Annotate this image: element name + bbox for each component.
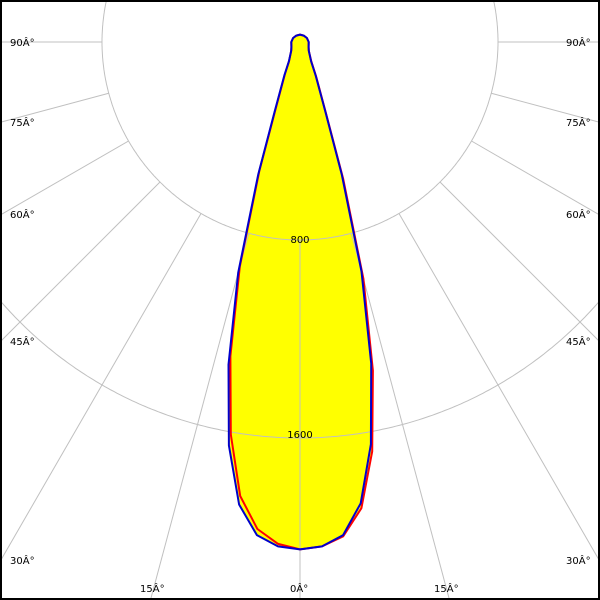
grid-spoke--15 — [150, 233, 250, 600]
angle-label-right-90: 90Â° — [566, 36, 591, 49]
grid-spoke--60 — [0, 140, 129, 216]
angle-label-left-45: 45Â° — [10, 335, 35, 348]
angle-label-right-60: 60Â° — [566, 208, 591, 221]
grid-spoke-45 — [439, 181, 600, 343]
angle-label-left-75: 75Â° — [10, 116, 35, 129]
grid-spoke--45 — [0, 181, 161, 343]
grid-spoke--75 — [0, 92, 109, 123]
angle-label-right-75: 75Â° — [566, 116, 591, 129]
grid-spoke-60 — [471, 140, 600, 216]
angle-label-left-30: 30Â° — [10, 554, 35, 567]
angle-label-0: 0Â° — [290, 582, 308, 595]
angle-label-right-30: 30Â° — [566, 554, 591, 567]
radial-label-1600: 1600 — [287, 430, 312, 441]
grid-spoke-30 — [398, 213, 600, 562]
angle-label-left-90: 90Â° — [10, 36, 35, 49]
radial-label-800: 800 — [290, 235, 309, 246]
series-curve-1 — [227, 33, 373, 551]
angle-label-right-45: 45Â° — [566, 335, 591, 348]
angle-label-left-15: 15Â° — [140, 582, 165, 595]
grid-spoke-15 — [350, 233, 450, 600]
grid-spoke--30 — [0, 213, 202, 562]
angle-label-right-15: 15Â° — [434, 582, 459, 595]
grid-spoke-75 — [491, 92, 600, 123]
angle-label-left-60: 60Â° — [10, 208, 35, 221]
